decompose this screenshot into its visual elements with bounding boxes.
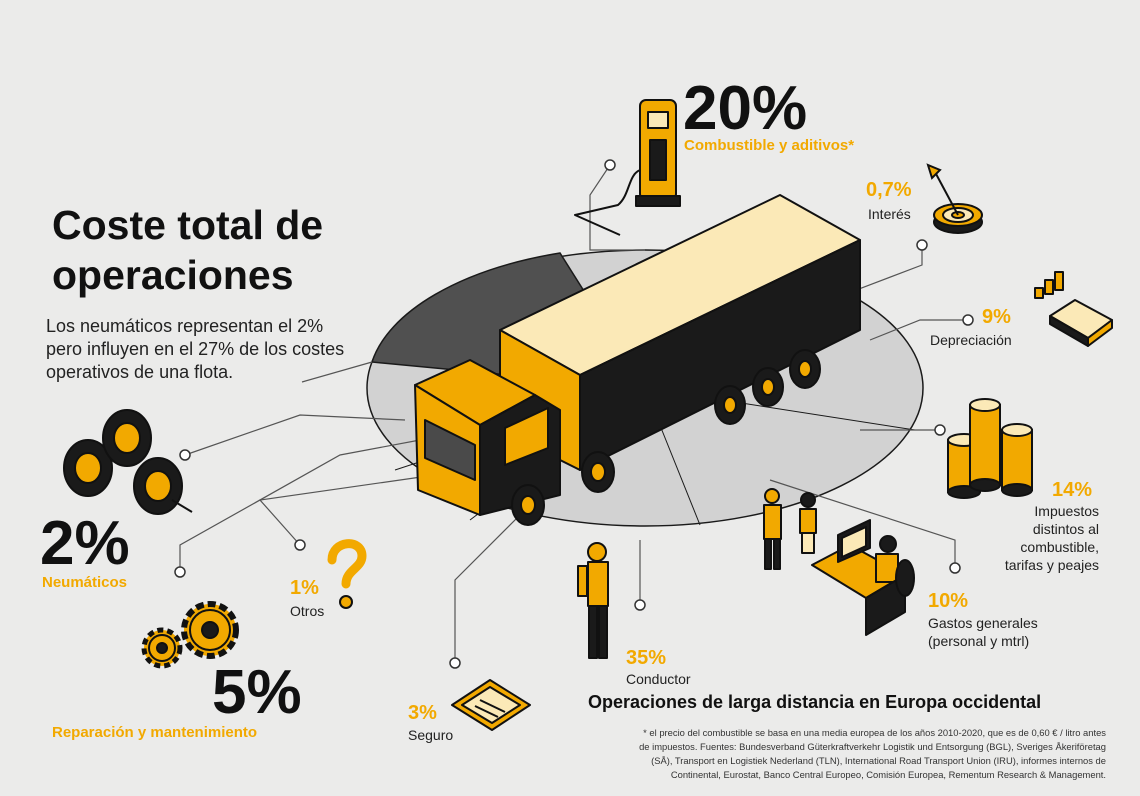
footnote-line: Continental, Eurostat, Banco Central Eur… [670,769,1106,780]
footnote-line: * el precio del combustible se basa en u… [643,727,1106,738]
title-line-1: Coste total de [52,202,324,248]
connector-lines [179,164,968,663]
seguro-label: Seguro [408,727,454,743]
impuestos-label-line: distintos al [1032,521,1099,537]
truck-icon [414,194,861,526]
footnote-line: de impuestos. Fuentes: Bundesverband Güt… [639,741,1106,752]
insurance-document-icon [451,679,531,731]
gears-icon [141,601,239,669]
connector-dots [174,159,974,669]
impuestos-label: Impuestos distintos al combustible, tari… [980,502,1099,574]
combustible-label: Combustible y aditivos* [684,137,855,154]
footnote-line: (SÅ), Transport en Logistiek Nederland (… [651,755,1106,766]
depreciacion-pct: 9% [982,306,1011,328]
conductor-pct: 35% [626,647,667,669]
footnote: * el precio del combustible se basa en u… [536,726,1106,782]
intro-text: Los neumáticos representan el 2% pero in… [46,316,345,382]
question-mark-icon [327,539,367,609]
otros-label: Otros [290,603,325,619]
neumaticos-label: Neumáticos [42,574,128,591]
impuestos-label-line: Impuestos [1034,503,1099,519]
target-icon [926,163,983,234]
impuestos-label-line: tarifas y peajes [1004,557,1099,573]
subtitle: Operaciones de larga distancia en Europa… [588,692,1042,712]
reparacion-label: Reparación y mantenimiento [52,724,258,741]
interes-label: Interés [868,206,911,222]
interes-pct: 0,7% [866,179,912,201]
depreciacion-label: Depreciación [930,332,1012,348]
conductor-label: Conductor [626,671,691,687]
otros-pct: 1% [290,577,319,599]
office-worker-icon [763,488,915,636]
title-line-2: operaciones [52,252,294,298]
combustible-pct: 20% [683,74,808,143]
gastos-label-line: Gastos generales [928,615,1038,631]
gastos-pct: 10% [928,590,969,612]
gastos-label-line: (personal y mtrl) [928,633,1030,649]
tires-icon [63,409,193,515]
seguro-pct: 3% [408,702,437,724]
fuel-pump-icon [574,99,681,236]
driver-icon [577,542,609,659]
impuestos-pct: 14% [1052,479,1093,501]
gastos-label: Gastos generales (personal y mtrl) [928,614,1038,650]
page-title: Coste total de operaciones [52,200,323,300]
coins-icon [947,398,1033,499]
impuestos-label-line: combustible, [1020,539,1099,555]
calculator-icon [1034,271,1113,347]
reparacion-pct: 5% [212,658,302,727]
neumaticos-pct: 2% [40,509,130,578]
